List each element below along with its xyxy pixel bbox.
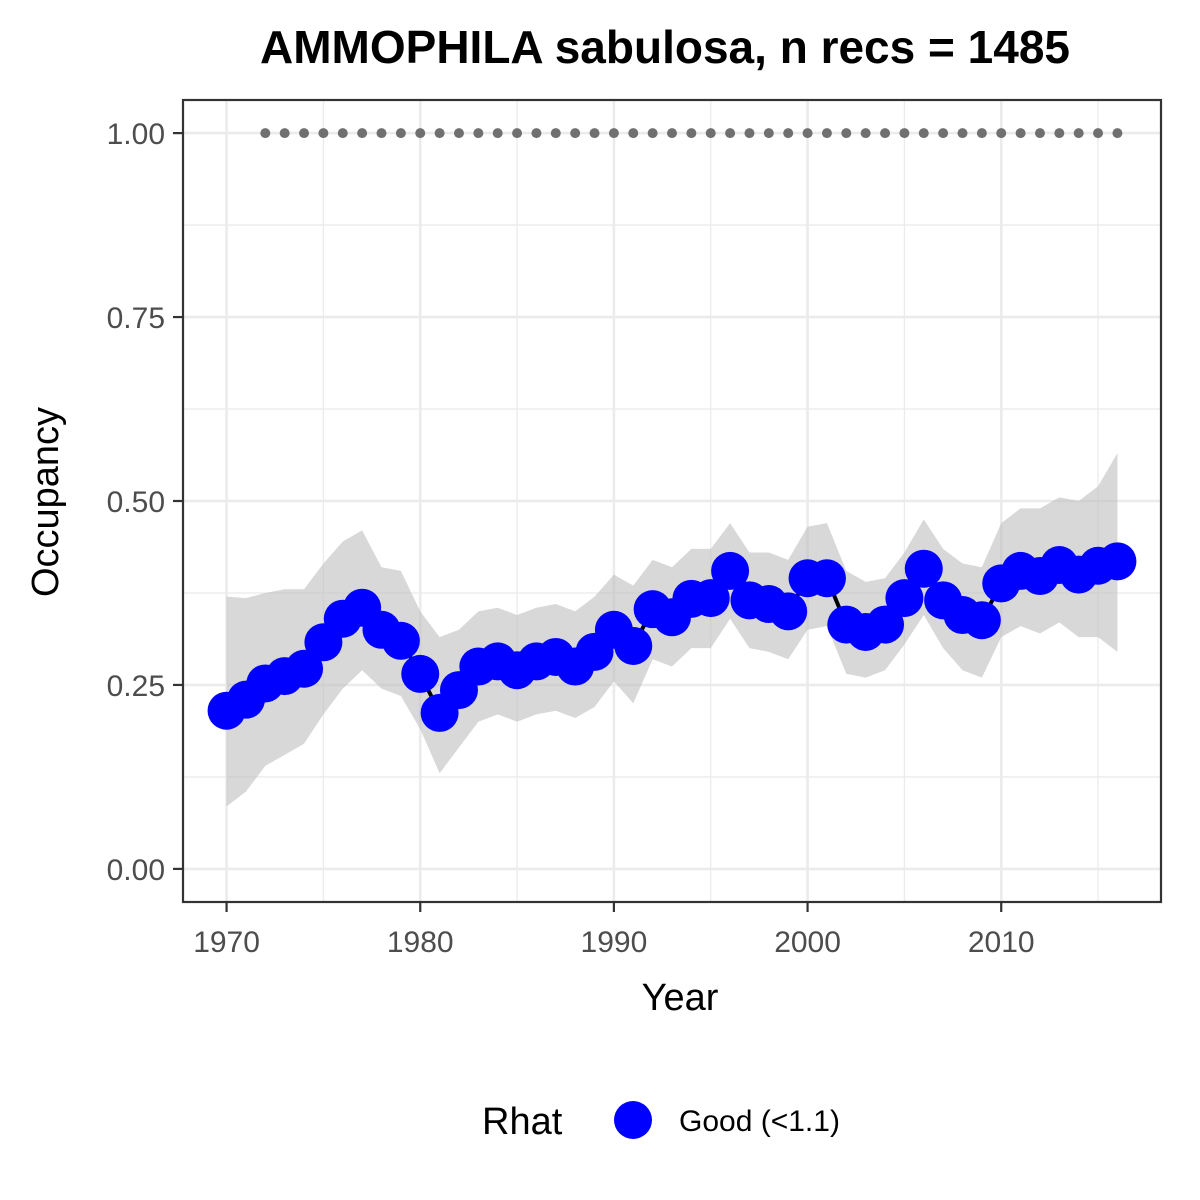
record-year-dot <box>1015 128 1026 139</box>
record-year-dot <box>821 128 832 139</box>
x-tick-label: 1970 <box>193 926 260 959</box>
occupancy-point <box>904 549 943 588</box>
occupancy-point <box>381 621 420 660</box>
occupancy-point <box>885 579 924 618</box>
record-year-dot <box>434 128 445 139</box>
y-tick-label: 0.25 <box>107 670 165 703</box>
record-year-dot <box>763 128 774 139</box>
record-year-dot <box>1054 128 1065 139</box>
legend-key-good <box>614 1101 652 1139</box>
record-year-dot <box>376 128 387 139</box>
record-year-dot <box>299 128 310 139</box>
record-year-dot <box>415 128 426 139</box>
record-year-dot <box>531 128 542 139</box>
y-axis-title: Occupancy <box>25 407 67 597</box>
record-year-dot <box>705 128 716 139</box>
x-tick-label: 1980 <box>387 926 454 959</box>
occupancy-point <box>1098 542 1137 581</box>
record-year-dot <box>996 128 1007 139</box>
chart-title: AMMOPHILA sabulosa, n recs = 1485 <box>260 21 1070 73</box>
x-tick-label: 2010 <box>968 926 1035 959</box>
record-year-dot <box>744 128 755 139</box>
record-year-dot <box>899 128 910 139</box>
record-year-dot <box>260 128 271 139</box>
x-tick-label: 2000 <box>774 926 841 959</box>
legend-label-good: Good (<1.1) <box>679 1105 840 1138</box>
record-year-dot <box>628 128 639 139</box>
record-year-dot <box>880 128 891 139</box>
record-year-dot <box>492 128 503 139</box>
record-year-dot <box>512 128 523 139</box>
record-year-dot <box>976 128 987 139</box>
occupancy-point <box>962 601 1001 640</box>
y-tick-label: 0.50 <box>107 486 165 519</box>
record-year-dot <box>337 128 348 139</box>
occupancy-points <box>207 542 1137 732</box>
record-year-dot <box>453 128 464 139</box>
record-year-dot <box>1112 128 1123 139</box>
record-year-dot <box>647 128 658 139</box>
occupancy-point <box>807 559 846 598</box>
record-year-dot <box>473 128 484 139</box>
record-year-dot <box>589 128 600 139</box>
x-axis-title: Year <box>642 977 719 1019</box>
record-year-dot <box>279 128 290 139</box>
occupancy-point <box>866 605 905 644</box>
x-tick-label: 1990 <box>581 926 648 959</box>
record-year-dot <box>860 128 871 139</box>
record-year-dot <box>957 128 968 139</box>
record-year-dot <box>1093 128 1104 139</box>
occupancy-point <box>769 592 808 631</box>
record-year-dot <box>1034 128 1045 139</box>
records-rug <box>260 128 1123 139</box>
record-year-dot <box>608 128 619 139</box>
record-year-dot <box>550 128 561 139</box>
y-tick-label: 1.00 <box>107 118 165 151</box>
record-year-dot <box>318 128 329 139</box>
y-axis: 0.00 0.25 0.50 0.75 1.00 <box>107 118 183 887</box>
y-tick-label: 0.00 <box>107 854 165 887</box>
record-year-dot <box>570 128 581 139</box>
record-year-dot <box>918 128 929 139</box>
occupancy-point <box>691 579 730 618</box>
y-tick-label: 0.75 <box>107 302 165 335</box>
record-year-dot <box>667 128 677 139</box>
legend: Rhat Good (<1.1) <box>482 1101 840 1143</box>
record-year-dot <box>1073 128 1084 139</box>
legend-title: Rhat <box>482 1101 563 1143</box>
record-year-dot <box>841 128 852 139</box>
record-year-dot <box>802 128 813 139</box>
x-axis: 1970 1980 1990 2000 2010 <box>193 902 1035 959</box>
record-year-dot <box>938 128 949 139</box>
record-year-dot <box>686 128 697 139</box>
occupancy-point <box>285 649 324 688</box>
record-year-dot <box>395 128 406 139</box>
record-year-dot <box>725 128 736 139</box>
record-year-dot <box>357 128 368 139</box>
occupancy-point <box>614 626 653 665</box>
occupancy-point <box>401 654 440 693</box>
occupancy-point <box>711 551 750 590</box>
record-year-dot <box>783 128 794 139</box>
